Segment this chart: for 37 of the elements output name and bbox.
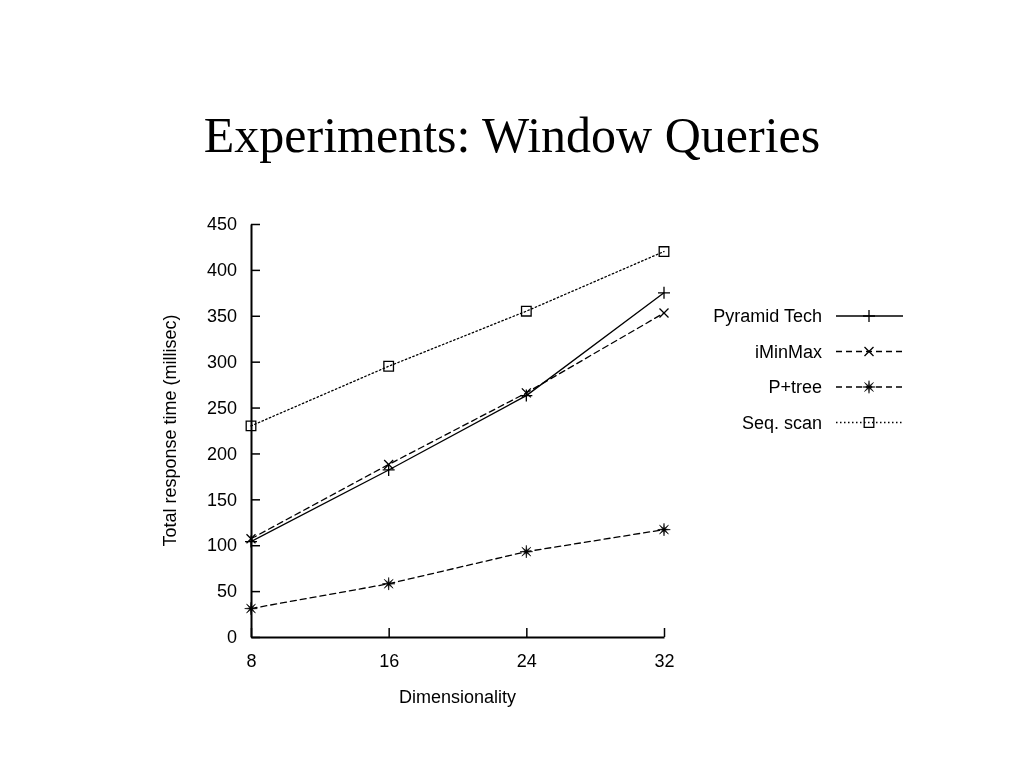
y-tick-label: 450 [206, 214, 237, 235]
y-tick-label: 100 [206, 535, 237, 556]
x-tick-label: 16 [379, 651, 400, 672]
chart-title: Experiments: Window Queries [203, 107, 821, 163]
x-axis-title: Dimensionality [398, 687, 517, 707]
point [382, 577, 396, 591]
x-tick-label: 8 [246, 651, 257, 672]
point [658, 307, 670, 319]
y-tick-label: 200 [206, 443, 237, 464]
point [520, 305, 532, 317]
legend-label: Seq. scan [741, 412, 822, 433]
point [383, 459, 394, 470]
y-tick-label: 350 [206, 306, 237, 327]
point [244, 601, 258, 616]
y-tick-label: 50 [216, 581, 237, 602]
y-axis-title: Total response time (millisec) [160, 314, 180, 547]
point [382, 463, 396, 477]
y-tick-label: 150 [206, 489, 237, 510]
point [245, 420, 257, 432]
point [244, 534, 258, 549]
point [657, 286, 671, 300]
legend-label: iMinMax [754, 341, 822, 362]
y-tick-label: 300 [206, 351, 237, 372]
x-tick-label: 24 [516, 651, 537, 672]
point [245, 533, 257, 544]
point [658, 246, 670, 257]
legend-label: P+tree [768, 377, 822, 398]
point [383, 360, 395, 372]
y-tick-label: 0 [226, 627, 237, 648]
x-tick-label: 32 [654, 651, 675, 672]
point [519, 388, 533, 403]
point [657, 523, 671, 537]
y-tick-label: 400 [206, 260, 237, 281]
point [519, 545, 533, 559]
point [521, 387, 532, 399]
legend-label: Pyramid Tech [713, 306, 822, 327]
y-tick-label: 250 [206, 397, 237, 418]
